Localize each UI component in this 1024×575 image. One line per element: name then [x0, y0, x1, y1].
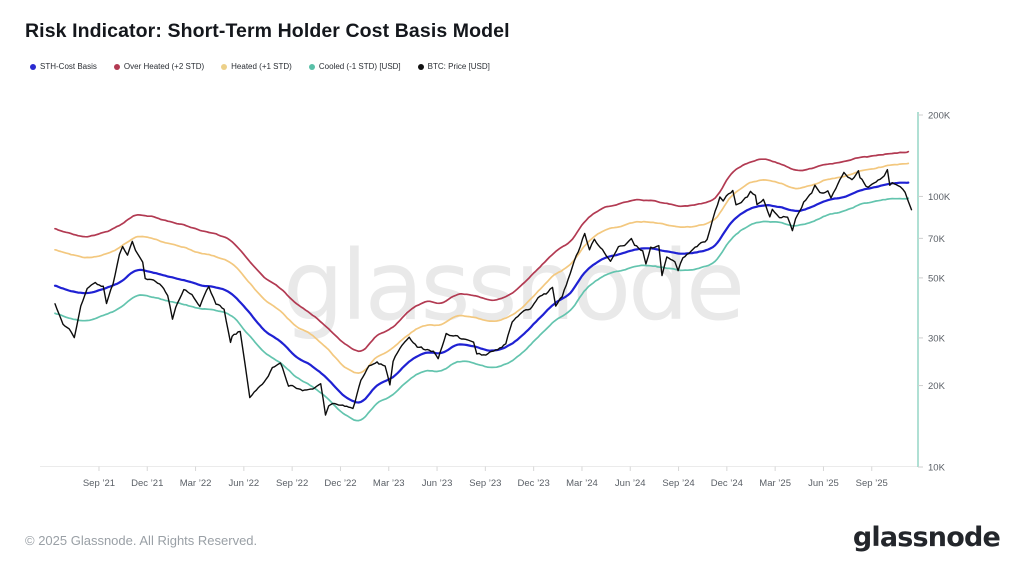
y-tick-label: 200K [928, 111, 951, 122]
legend-dot-icon [113, 63, 120, 70]
legend-item-heated-1-std[interactable]: Heated (+1 STD) [221, 62, 292, 71]
x-tick-label: Jun ’24 [615, 478, 646, 489]
legend-dot-icon [308, 63, 315, 70]
legend-item-sth-cost-basis[interactable]: STH-Cost Basis [30, 62, 97, 71]
x-tick-label: Jun ’22 [229, 478, 260, 489]
series-over-heated-2-std [54, 150, 910, 353]
y-tick-label: 20K [928, 381, 946, 392]
y-tick-label: 10K [928, 463, 946, 474]
x-tick-label: Sep ’23 [469, 478, 501, 489]
y-tick-label: 50K [928, 273, 946, 284]
x-tick-label: Mar ’25 [759, 478, 791, 489]
y-axis: 200K 100K 70K 50K 30K 20K 10K [917, 111, 951, 474]
x-tick-label: Mar ’23 [373, 478, 405, 489]
series-cooled-1-std-usd [54, 197, 910, 422]
x-axis: Sep ’21 Dec ’21 Mar ’22 Jun ’22 Sep ’22 Dec ’… [40, 466, 918, 489]
x-tick-label: Jun ’23 [422, 478, 453, 489]
legend-item-cooled-1-std-usd[interactable]: Cooled (-1 STD) [USD] [308, 62, 401, 71]
legend-item-label: BTC: Price [USD] [427, 62, 490, 71]
y-tick-label: 70K [928, 234, 946, 245]
legend-item-label: Heated (+1 STD) [231, 62, 292, 71]
chart-legend: STH-Cost Basis Over Heated (+2 STD) Heated… [30, 62, 490, 71]
page-title: Risk Indicator: Short-Term Holder Cost B… [25, 20, 510, 42]
x-tick-label: Sep ’24 [662, 478, 694, 489]
legend-dot-icon [417, 63, 424, 70]
x-tick-label: Dec ’24 [711, 478, 743, 489]
copyright-text: © 2025 Glassnode. All Rights Reserved. [25, 533, 258, 548]
x-tick-label: Dec ’23 [518, 478, 550, 489]
x-tick-label: Mar ’24 [566, 478, 598, 489]
y-tick-label: 30K [928, 333, 946, 344]
glassnode-watermark: glassnode [283, 230, 745, 342]
legend-dot-icon [221, 63, 228, 70]
legend-item-label: Over Heated (+2 STD) [123, 62, 205, 71]
x-tick-label: Jun ’25 [808, 478, 839, 489]
x-tick-label: Sep ’22 [276, 478, 308, 489]
y-tick-label: 100K [928, 192, 951, 203]
legend-dot-icon [30, 63, 36, 70]
legend-item-over-heated-2-std[interactable]: Over Heated (+2 STD) [113, 62, 205, 71]
legend-item-btc-price-usd[interactable]: BTC: Price [USD] [417, 62, 490, 71]
x-tick-label: Sep ’21 [83, 478, 115, 489]
legend-item-label: Cooled (-1 STD) [USD] [318, 62, 401, 71]
series-btc-price-usd [54, 168, 913, 416]
series-heated-1-std [54, 162, 910, 374]
x-tick-label: Sep ’25 [856, 478, 888, 489]
glassnode-logo: glassnode [852, 522, 1001, 553]
legend-item-label: STH-Cost Basis [40, 62, 97, 71]
x-tick-label: Mar ’22 [180, 478, 212, 489]
x-tick-label: Dec ’22 [324, 478, 356, 489]
x-tick-label: Dec ’21 [131, 478, 163, 489]
